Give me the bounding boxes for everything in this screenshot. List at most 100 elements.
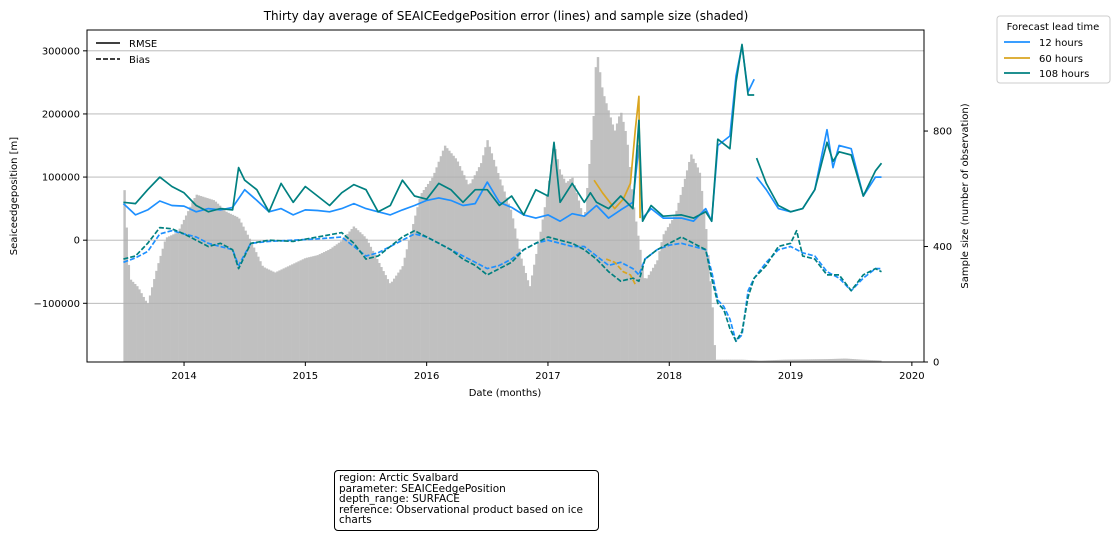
- sample-size-bar: [225, 211, 228, 362]
- sample-size-bar: [206, 198, 209, 362]
- sample-size-bar: [439, 156, 443, 362]
- sample-size-bar: [628, 166, 632, 362]
- lead-time-legend: Forecast lead time 12 hours 60 hours 108…: [996, 15, 1111, 84]
- sample-size-bar: [622, 121, 625, 362]
- sample-size-bar: [388, 283, 392, 362]
- sample-size-bar: [356, 230, 360, 362]
- sample-size-bar: [465, 179, 468, 362]
- sample-size-bar: [314, 255, 317, 362]
- sample-size-bar: [255, 252, 258, 362]
- sample-size-bar: [792, 359, 795, 362]
- sample-size-bar: [310, 256, 313, 362]
- sample-size-bar: [741, 359, 744, 362]
- sample-size-bar: [480, 163, 483, 362]
- sample-size-bar: [806, 359, 810, 362]
- sample-size-bar: [870, 360, 874, 362]
- sample-size-bar: [554, 149, 557, 362]
- sample-size-bar: [261, 265, 264, 362]
- x-tick-label: 2014: [171, 371, 196, 382]
- sample-size-bar: [624, 130, 627, 362]
- sample-size-bar: [390, 281, 394, 362]
- sample-size-bar: [250, 243, 254, 362]
- sample-size-bar: [176, 232, 179, 362]
- sample-size-bar: [195, 194, 198, 362]
- sample-size-bar: [815, 359, 818, 362]
- sample-size-bar: [259, 261, 262, 362]
- y-tick-label: 0: [74, 236, 80, 247]
- sample-size-bar: [866, 359, 869, 362]
- x-tick-label: 2020: [899, 371, 924, 382]
- sample-size-bar: [588, 163, 591, 362]
- sample-size-bar: [516, 238, 519, 362]
- bias-line-60h: [605, 258, 637, 285]
- sample-size-bar: [777, 359, 780, 362]
- sample-size-bar: [257, 256, 260, 362]
- sample-size-bar: [698, 172, 702, 362]
- sample-size-bar: [843, 358, 846, 362]
- gridlines: [87, 50, 924, 304]
- sample-size-bar: [584, 211, 587, 362]
- sample-size-bar: [157, 263, 160, 362]
- sample-size-bar: [770, 360, 774, 362]
- sample-size-bar: [452, 155, 455, 362]
- sample-size-bar: [692, 158, 695, 362]
- sample-size-bar: [658, 251, 661, 362]
- sample-size-bar: [134, 284, 137, 362]
- sample-size-bar: [155, 270, 158, 362]
- sample-size-bar: [543, 207, 547, 362]
- sample-size-bar: [641, 263, 644, 362]
- sample-size-bar: [138, 289, 141, 362]
- sample-size-bar: [681, 186, 685, 362]
- sample-size-bar: [700, 190, 704, 362]
- sample-size-bar: [271, 271, 275, 362]
- sample-size-bar: [860, 359, 863, 362]
- sample-size-bar: [592, 115, 595, 362]
- sample-size-bar: [409, 232, 413, 362]
- sample-size-bar: [288, 265, 292, 362]
- sample-size-bar: [594, 67, 598, 363]
- sample-size-bar: [626, 144, 629, 362]
- sample-size-bar: [291, 264, 294, 362]
- sample-size-bar: [603, 96, 606, 363]
- sample-size-bar: [505, 197, 508, 362]
- sample-size-bar: [327, 250, 330, 362]
- sample-size-bar: [367, 242, 370, 362]
- sample-size-bar: [378, 262, 381, 362]
- sample-size-bar: [263, 267, 266, 362]
- sample-size-bar: [322, 252, 326, 362]
- sample-size-bar: [136, 286, 139, 362]
- sample-size-bar: [318, 254, 322, 362]
- sample-size-bar: [242, 226, 245, 362]
- sample-size-bar: [329, 248, 332, 362]
- sample-size-bar: [783, 359, 787, 362]
- sample-size-bar: [490, 153, 494, 362]
- sample-size-bar: [197, 195, 201, 362]
- sample-size-bar: [677, 202, 680, 362]
- sample-size-bar: [552, 148, 555, 362]
- sample-size-bar: [789, 359, 793, 362]
- sample-size-bar: [639, 249, 642, 362]
- sample-size-bar: [762, 360, 765, 362]
- sample-size-bar: [129, 279, 133, 362]
- x-axis-label: Date (months): [469, 388, 542, 399]
- sample-size-bar: [736, 359, 740, 362]
- sample-size-bar: [422, 190, 426, 362]
- rmse-legend-label: RMSE: [129, 39, 157, 50]
- sample-size-bar: [649, 271, 653, 362]
- sample-size-bar: [707, 255, 710, 362]
- sample-size-bar: [749, 360, 753, 362]
- sample-size-bar: [802, 359, 806, 362]
- sample-size-bar: [874, 360, 878, 362]
- sample-size-bar: [178, 228, 181, 362]
- sample-size-bar: [571, 177, 574, 362]
- sample-size-bar: [722, 359, 725, 362]
- sample-size-bar: [715, 359, 719, 362]
- sample-size-bar: [685, 170, 689, 362]
- sample-size-bar: [494, 166, 498, 362]
- sample-size-bar: [864, 359, 867, 362]
- sample-size-bar: [530, 275, 534, 362]
- sample-size-bar: [690, 154, 693, 362]
- sample-size-bar: [601, 87, 604, 362]
- sample-size-bar: [673, 216, 676, 362]
- sample-size-bar: [212, 200, 215, 362]
